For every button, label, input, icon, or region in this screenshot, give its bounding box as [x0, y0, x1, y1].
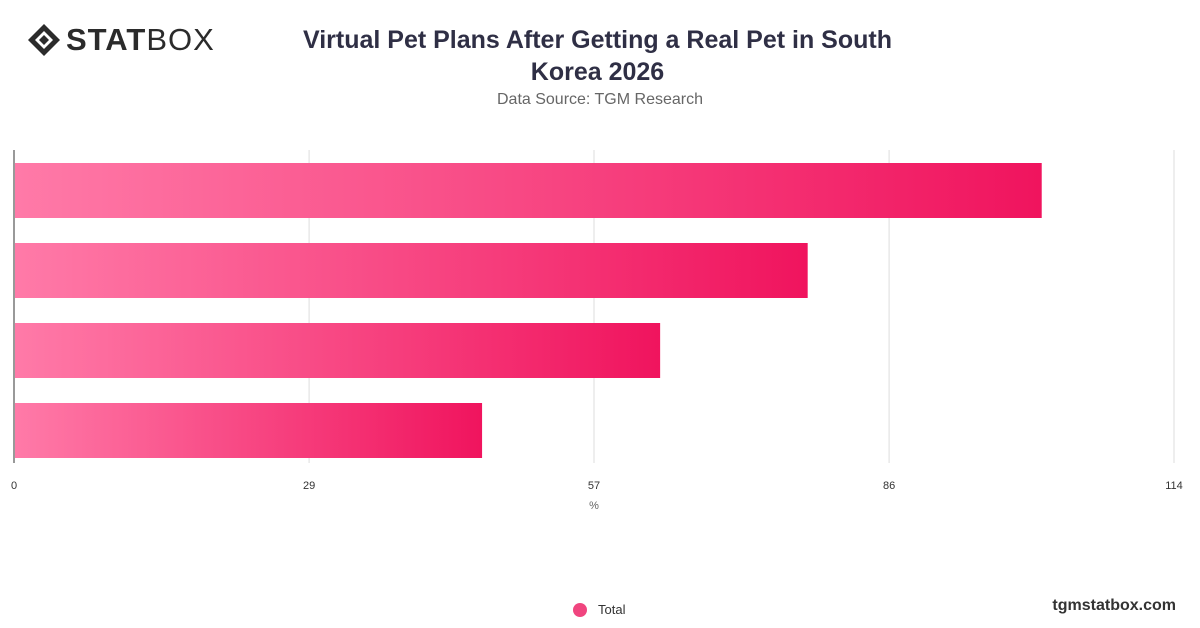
legend-label-total: Total: [598, 602, 626, 617]
statbox-logo: STATBOX: [26, 22, 215, 58]
bar[interactable]: [15, 323, 661, 378]
x-tick-label: 57: [588, 480, 600, 492]
bars: [15, 163, 1042, 458]
bar[interactable]: [15, 403, 483, 458]
logo-text-bold: STAT: [66, 22, 147, 57]
x-axis-title: %: [589, 500, 599, 512]
statbox-diamond-icon: [28, 24, 60, 56]
chart-subtitle: Data Source: TGM Research: [496, 91, 703, 108]
logo-wordmark: STATBOX: [66, 22, 215, 58]
x-tick-label: 0: [11, 480, 17, 492]
x-tick-label: 86: [883, 480, 895, 492]
footer-url: tgmstatbox.com: [1052, 597, 1176, 614]
bar[interactable]: [15, 243, 808, 298]
legend-swatch-total: [573, 602, 587, 617]
axes: 0 29 57 86 114: [11, 150, 1183, 492]
bar[interactable]: [15, 163, 1042, 218]
x-tick-label: 29: [303, 480, 315, 492]
logo-text-light: BOX: [146, 22, 215, 57]
chart-title: Virtual Pet Plans After Getting a Real P…: [302, 26, 892, 86]
legend[interactable]: Total: [573, 602, 625, 617]
x-tick-label: 114: [1165, 480, 1183, 492]
